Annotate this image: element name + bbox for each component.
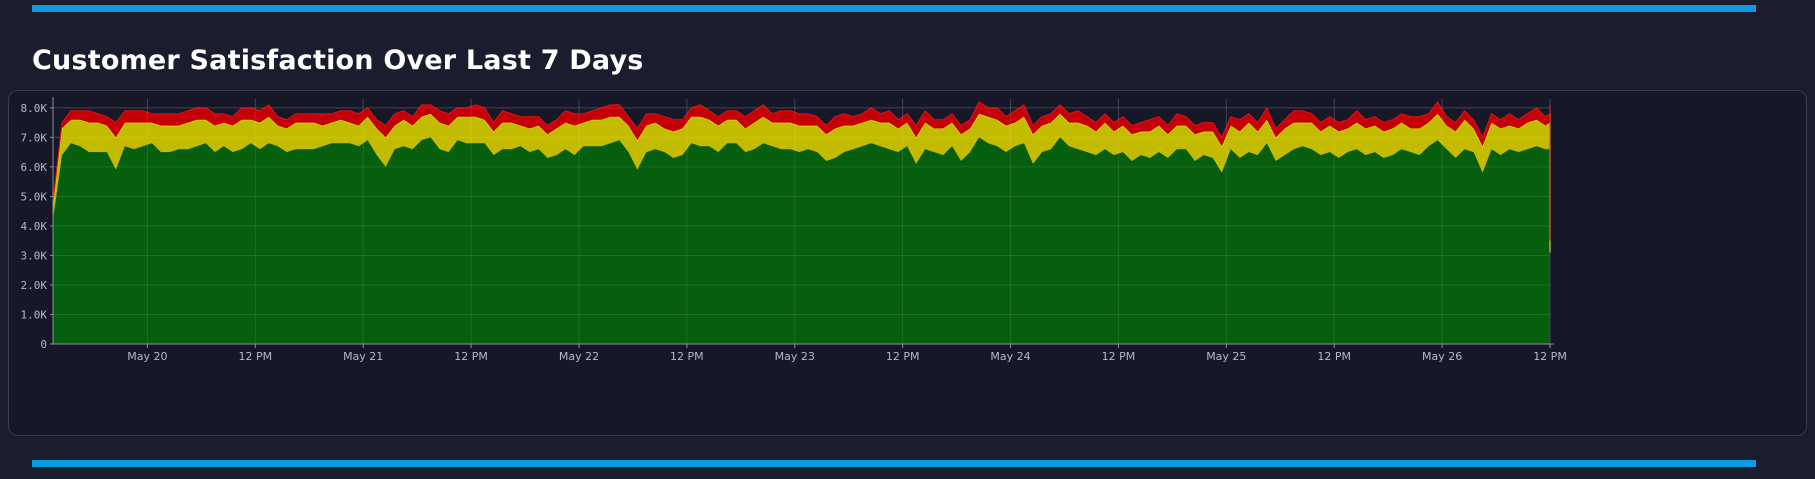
stacked-area-chart: 0 1.0K 2.0K 3.0K 4.0K 5.0K 6.0K 7.0K 8.0K May 20 1… — [21, 97, 1567, 363]
y-tick-label: 4.0K — [21, 220, 48, 233]
frustrated-area — [53, 102, 1550, 253]
x-tick-label: 12 PM — [1102, 350, 1136, 363]
page-title: Customer Satisfaction Over Last 7 Days — [32, 45, 644, 76]
x-tick-label: 12 PM — [1317, 350, 1351, 363]
chart-panel: 0 1.0K 2.0K 3.0K 4.0K 5.0K 6.0K 7.0K 8.0K May 20 1… — [8, 90, 1807, 436]
x-tick-label: May 24 — [990, 350, 1030, 363]
y-tick-label: 0 — [40, 338, 47, 351]
satisfied-area — [53, 137, 1550, 344]
bottom-accent-bar — [32, 460, 1756, 467]
y-tick-label: 8.0K — [21, 102, 48, 115]
y-tick-label: 5.0K — [21, 190, 48, 203]
y-tick-label: 2.0K — [21, 279, 48, 292]
y-tick-label: 1.0K — [21, 308, 48, 321]
x-tick-label: May 21 — [343, 350, 383, 363]
y-tick-label: 6.0K — [21, 161, 48, 174]
frustrated-area-edge — [52, 100, 1551, 241]
x-tick-label: 12 PM — [886, 350, 920, 363]
x-tick-label: 12 PM — [1533, 350, 1567, 363]
x-tick-label: 12 PM — [238, 350, 272, 363]
top-accent-bar — [32, 5, 1756, 12]
x-tick-label: May 22 — [559, 350, 599, 363]
x-tick-label: May 20 — [127, 350, 167, 363]
x-tick-label: May 23 — [775, 350, 815, 363]
x-tick-label: May 26 — [1422, 350, 1462, 363]
y-tick-label: 3.0K — [21, 249, 48, 262]
y-tick-label: 7.0K — [21, 131, 48, 144]
x-tick-label: 12 PM — [670, 350, 704, 363]
x-tick-label: 12 PM — [454, 350, 488, 363]
tolerating-area — [53, 113, 1550, 277]
x-tick-label: May 25 — [1206, 350, 1246, 363]
